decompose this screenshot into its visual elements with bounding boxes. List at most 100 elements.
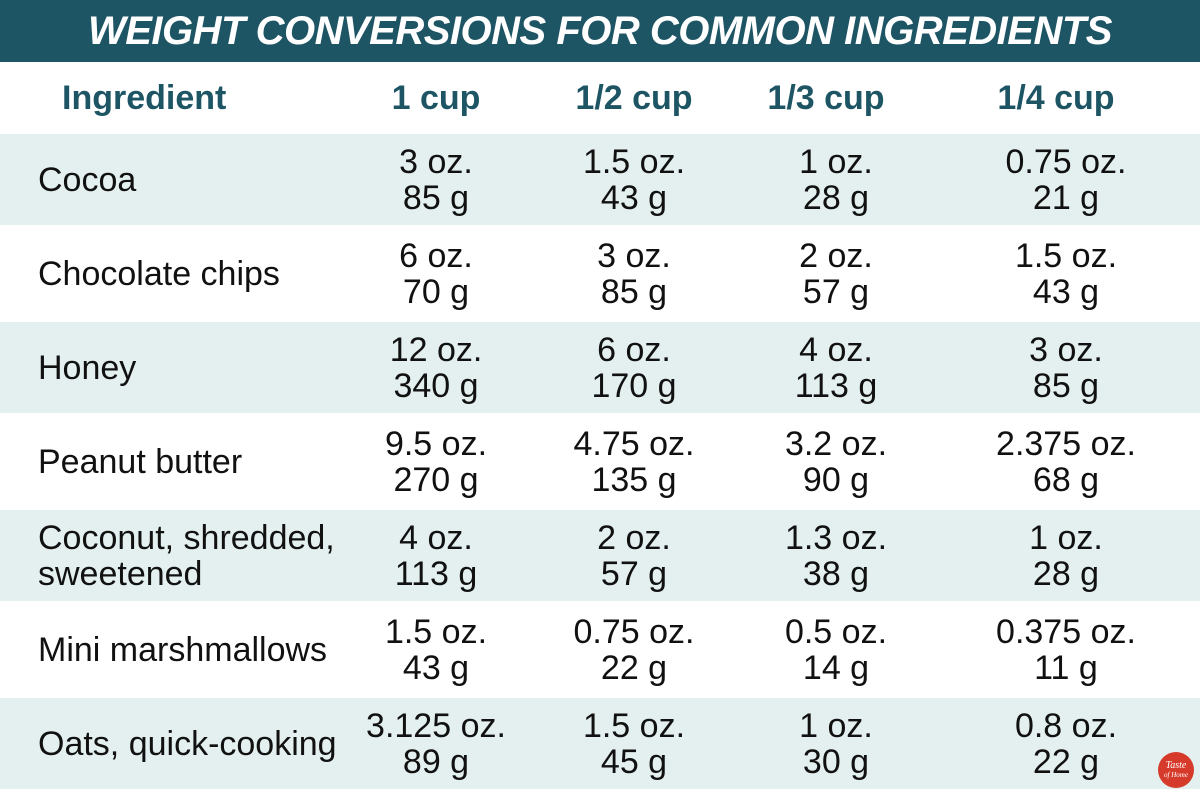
table-row: Coconut, shredded, sweetened 4 oz. 113 g … <box>0 510 1200 604</box>
ingredient-name: Oats, quick-cooking <box>38 724 337 763</box>
cell-third-cup: 1 oz. 28 g <box>736 144 936 216</box>
grams-value: 113 g <box>794 367 878 405</box>
taste-of-home-logo: Taste of Home <box>1158 752 1194 788</box>
cell-quarter-cup: 1.5 oz. 43 g <box>966 238 1166 310</box>
ingredient-name: Coconut, shredded, sweetened <box>38 518 335 593</box>
ounces-value: 1 oz. <box>799 707 873 745</box>
table-row: Peanut butter 9.5 oz. 270 g 4.75 oz. 135 g… <box>0 416 1200 510</box>
column-header-half-cup: 1/2 cup <box>575 78 693 117</box>
ounces-value: 3.2 oz. <box>784 425 888 463</box>
ounces-value: 3 oz. <box>597 237 671 275</box>
table-row: Cocoa 3 oz. 85 g 1.5 oz. 43 g 1 oz. 28 g 0.… <box>0 134 1200 228</box>
ounces-value: 2.375 oz. <box>996 425 1136 463</box>
column-header-1-cup: 1 cup <box>391 78 481 117</box>
ounces-value: 0.375 oz. <box>996 613 1136 651</box>
grams-value: 57 g <box>600 555 668 593</box>
grams-value: 85 g <box>1032 367 1100 405</box>
ounces-value: 4 oz. <box>799 331 873 369</box>
cell-half-cup: 1.5 oz. 43 g <box>534 144 734 216</box>
ounces-value: 2 oz. <box>597 519 671 557</box>
table-body: Cocoa 3 oz. 85 g 1.5 oz. 43 g 1 oz. 28 g 0.… <box>0 134 1200 792</box>
ounces-value: 1 oz. <box>799 143 873 181</box>
title-bar: WEIGHT CONVERSIONS FOR COMMON INGREDIENT… <box>0 0 1200 62</box>
column-header-quarter-cup: 1/4 cup <box>997 78 1115 117</box>
ounces-value: 0.8 oz. <box>1014 707 1118 745</box>
cell-third-cup: 3.2 oz. 90 g <box>736 426 936 498</box>
ounces-value: 4 oz. <box>399 519 473 557</box>
ounces-value: 3 oz. <box>1029 331 1103 369</box>
grams-value: 135 g <box>591 461 677 499</box>
ounces-value: 0.75 oz. <box>1005 143 1127 181</box>
cell-quarter-cup: 0.375 oz. 11 g <box>966 614 1166 686</box>
ounces-value: 0.5 oz. <box>784 613 888 651</box>
grams-value: 57 g <box>802 273 870 311</box>
ingredient-name: Peanut butter <box>38 442 243 481</box>
ounces-value: 0.75 oz. <box>573 613 695 651</box>
grams-value: 28 g <box>802 179 870 217</box>
grams-value: 270 g <box>393 461 479 499</box>
grams-value: 89 g <box>402 743 470 781</box>
ingredient-name: Honey <box>38 348 137 387</box>
table-header: Ingredient 1 cup 1/2 cup 1/3 cup 1/4 cup <box>0 62 1200 134</box>
grams-value: 45 g <box>600 743 668 781</box>
page-title: WEIGHT CONVERSIONS FOR COMMON INGREDIENT… <box>88 8 1112 53</box>
ounces-value: 1.3 oz. <box>784 519 888 557</box>
grams-value: 85 g <box>402 179 470 217</box>
ounces-value: 1.5 oz. <box>582 707 686 745</box>
grams-value: 68 g <box>1032 461 1100 499</box>
cell-quarter-cup: 3 oz. 85 g <box>966 332 1166 404</box>
cell-1-cup: 4 oz. 113 g <box>336 520 536 592</box>
ingredient-name: Chocolate chips <box>38 254 280 293</box>
cell-1-cup: 3 oz. 85 g <box>336 144 536 216</box>
ingredient-name: Mini marshmallows <box>38 630 328 669</box>
cell-1-cup: 9.5 oz. 270 g <box>336 426 536 498</box>
logo-line-2: of Home <box>1164 771 1188 779</box>
ounces-value: 6 oz. <box>597 331 671 369</box>
grams-value: 38 g <box>802 555 870 593</box>
cell-half-cup: 2 oz. 57 g <box>534 520 734 592</box>
ounces-value: 1.5 oz. <box>1014 237 1118 275</box>
grams-value: 21 g <box>1032 179 1100 217</box>
ounces-value: 1 oz. <box>1029 519 1103 557</box>
cell-third-cup: 1 oz. 30 g <box>736 708 936 780</box>
cell-third-cup: 4 oz. 113 g <box>736 332 936 404</box>
grams-value: 43 g <box>600 179 668 217</box>
grams-value: 43 g <box>1032 273 1100 311</box>
grams-value: 43 g <box>402 649 470 687</box>
grams-value: 22 g <box>1032 743 1100 781</box>
logo-line-1: Taste <box>1165 760 1187 771</box>
cell-third-cup: 1.3 oz. 38 g <box>736 520 936 592</box>
cell-1-cup: 6 oz. 70 g <box>336 238 536 310</box>
ounces-value: 1.5 oz. <box>582 143 686 181</box>
table-row: Mini marshmallows 1.5 oz. 43 g 0.75 oz. 22… <box>0 604 1200 698</box>
cell-quarter-cup: 0.75 oz. 21 g <box>966 144 1166 216</box>
table-row: Honey 12 oz. 340 g 6 oz. 170 g 4 oz. 113 g … <box>0 322 1200 416</box>
cell-half-cup: 3 oz. 85 g <box>534 238 734 310</box>
column-header-third-cup: 1/3 cup <box>767 78 885 117</box>
table-row: Oats, quick-cooking 3.125 oz. 89 g 1.5 oz… <box>0 698 1200 792</box>
cell-1-cup: 12 oz. 340 g <box>336 332 536 404</box>
cell-quarter-cup: 0.8 oz. 22 g <box>966 708 1166 780</box>
grams-value: 14 g <box>802 649 870 687</box>
grams-value: 340 g <box>393 367 479 405</box>
cell-quarter-cup: 1 oz. 28 g <box>966 520 1166 592</box>
cell-third-cup: 0.5 oz. 14 g <box>736 614 936 686</box>
grams-value: 70 g <box>402 273 470 311</box>
grams-value: 22 g <box>600 649 668 687</box>
grams-value: 30 g <box>802 743 870 781</box>
ingredient-name: Cocoa <box>38 160 137 199</box>
ounces-value: 12 oz. <box>389 331 483 369</box>
cell-half-cup: 1.5 oz. 45 g <box>534 708 734 780</box>
ounces-value: 6 oz. <box>399 237 473 275</box>
cell-half-cup: 0.75 oz. 22 g <box>534 614 734 686</box>
grams-value: 90 g <box>802 461 870 499</box>
ounces-value: 2 oz. <box>799 237 873 275</box>
table-row: Chocolate chips 6 oz. 70 g 3 oz. 85 g 2 oz… <box>0 228 1200 322</box>
cell-1-cup: 3.125 oz. 89 g <box>336 708 536 780</box>
ounces-value: 4.75 oz. <box>573 425 695 463</box>
cell-half-cup: 6 oz. 170 g <box>534 332 734 404</box>
cell-half-cup: 4.75 oz. 135 g <box>534 426 734 498</box>
grams-value: 11 g <box>1034 649 1098 687</box>
cell-quarter-cup: 2.375 oz. 68 g <box>966 426 1166 498</box>
